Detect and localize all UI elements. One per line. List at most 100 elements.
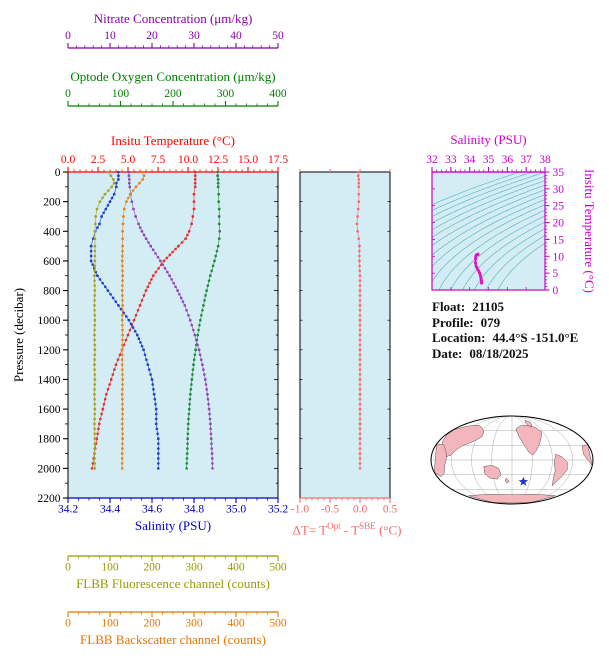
salinity-axis-title: Salinity (PSU) [134,518,212,533]
svg-text:1600: 1600 [38,404,61,416]
profile-number-value: 079 [480,314,501,330]
svg-text:200: 200 [143,618,161,630]
svg-text:300: 300 [217,88,235,100]
date-row: Date: 08/18/2025 [432,346,578,362]
svg-text:36: 36 [502,154,514,166]
delta-t-label-mid: - T [340,522,360,538]
svg-text:500: 500 [269,562,287,574]
fluorescence-axis: 0 100 200 300 400 500 [65,555,287,574]
svg-text:10.0: 10.0 [178,154,198,166]
svg-text:35: 35 [553,167,565,179]
series-delta-t [355,170,362,470]
salinity-axis: 34.2 34.4 34.6 34.8 35.0 35.2 [58,497,288,516]
svg-text:100: 100 [112,88,130,100]
float-location-star [518,476,529,486]
svg-text:20: 20 [553,218,565,230]
svg-text:200: 200 [143,562,161,574]
svg-text:15.0: 15.0 [238,154,258,166]
profile-number-row: Profile: 079 [432,315,578,331]
svg-text:37: 37 [520,154,532,166]
svg-text:0.0: 0.0 [61,154,76,166]
svg-text:0: 0 [553,285,559,297]
svg-text:800: 800 [43,286,61,298]
svg-text:5: 5 [553,268,559,280]
svg-text:35.0: 35.0 [226,504,246,516]
nitrate-axis-title: Nitrate Concentration (μm/kg) [93,11,253,26]
svg-text:1200: 1200 [38,345,61,357]
nitrate-axis: 0 10 20 30 40 50 [65,30,284,49]
svg-text:1400: 1400 [38,374,61,386]
svg-text:600: 600 [43,256,61,268]
location-label: Location: [432,330,486,345]
temperature-axis-title: Insitu Temperature (°C) [111,133,235,148]
world-map [430,415,594,505]
svg-text:100: 100 [101,562,119,574]
svg-text:1800: 1800 [38,434,61,446]
date-label: Date: [432,345,463,361]
svg-text:0: 0 [65,88,71,100]
location-row: Location: 44.4°S -151.0°E [432,330,578,346]
temperature-axis: 0.0 2.5 5.0 7.5 10.0 12.5 15.0 17.5 [61,154,288,173]
profile-number-label: Profile: [432,314,474,330]
date-value: 08/18/2025 [469,345,529,361]
backscatter-axis-title: FLBB Backscatter channel (counts) [80,632,266,647]
svg-text:17.5: 17.5 [268,154,288,166]
svg-text:34.4: 34.4 [100,504,120,516]
svg-text:20: 20 [146,30,158,42]
ts-profile-curve [474,252,483,285]
svg-text:35.2: 35.2 [268,504,288,516]
svg-text:0: 0 [65,618,71,630]
svg-text:0: 0 [65,30,71,42]
float-id-value: 21105 [472,299,505,314]
oxygen-axis-title: Optode Oxygen Concentration (μm/kg) [70,69,276,84]
svg-text:400: 400 [227,618,245,630]
svg-text:35: 35 [483,154,495,166]
ts-temperature-axis-title: Insitu Temperature (°C) [582,169,597,293]
svg-text:200: 200 [164,88,182,100]
svg-text:400: 400 [269,88,287,100]
float-id-row: Float: 21105 [432,299,578,315]
series-salinity [89,170,160,470]
svg-text:100: 100 [101,618,119,630]
backscatter-axis: 0 100 200 300 400 500 [65,611,287,630]
svg-text:5.0: 5.0 [121,154,136,166]
ts-salinity-axis-title: Salinity (PSU) [450,132,527,147]
svg-text:32: 32 [426,154,438,166]
svg-text:10: 10 [104,30,116,42]
svg-text:25: 25 [553,201,565,213]
svg-text:400: 400 [227,562,245,574]
location-value: 44.4°S -151.0°E [492,330,579,345]
pressure-axis-title: Pressure (decibar) [11,287,26,383]
series-fluorescence [93,170,116,470]
svg-text:33: 33 [445,154,457,166]
svg-text:34.6: 34.6 [142,504,162,516]
oxygen-axis: 0 100 200 300 400 [65,88,287,107]
svg-text:34.2: 34.2 [58,504,78,516]
svg-text:38: 38 [539,154,551,166]
fluorescence-axis-title: FLBB Fluorescence channel (counts) [76,576,270,591]
delta-t-plot: -1.0 -0.5 0.0 0.5 [291,169,397,516]
svg-text:2.5: 2.5 [91,154,106,166]
series-backscatter [120,170,146,470]
delta-t-label-sup-sbe: SBE [359,521,376,531]
svg-text:12.5: 12.5 [208,154,228,166]
svg-text:-1.0: -1.0 [291,504,309,516]
svg-text:30: 30 [188,30,200,42]
density-contours [432,172,545,290]
svg-text:300: 300 [185,562,203,574]
svg-text:500: 500 [269,618,287,630]
ts-diagram-plot: 32 33 34 35 36 37 38 0 5 10 15 20 25 30 35 [426,154,564,297]
svg-text:-0.5: -0.5 [321,504,339,516]
svg-text:2200: 2200 [38,493,61,505]
main-profile-plot: 0200400600800100012001400160018002000220… [38,30,289,630]
delta-t-label-base: ΔT= T [292,522,328,538]
svg-text:300: 300 [185,618,203,630]
delta-t-label-sup-opt: Opt [327,521,341,531]
svg-text:0: 0 [65,562,71,574]
svg-text:0: 0 [55,167,61,179]
float-info-block: Float: 21105 Profile: 079 Location: 44.4°S … [432,299,578,361]
svg-text:7.5: 7.5 [151,154,166,166]
delta-t-axis-title: ΔT= TOpt - TSBE (°C) [272,519,422,537]
